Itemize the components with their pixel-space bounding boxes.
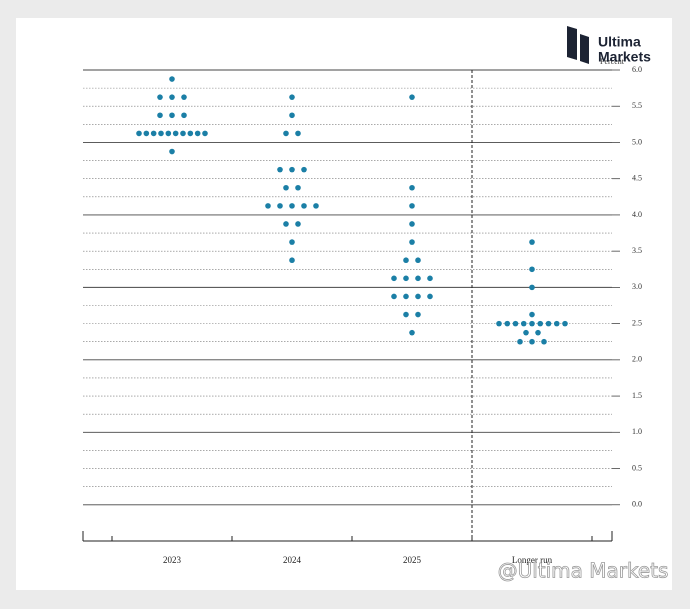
- dot: [529, 284, 535, 291]
- dot: [427, 293, 433, 300]
- dot: [301, 203, 307, 209]
- dot: [504, 320, 511, 327]
- dot: [283, 130, 289, 137]
- x-tick-label: Longer run: [512, 555, 553, 565]
- y-tick-label: 2.0: [632, 355, 642, 364]
- y-tick-label: 3.5: [632, 246, 642, 255]
- dot: [265, 203, 271, 209]
- dot: [169, 94, 175, 100]
- dot: [409, 221, 415, 227]
- x-tick-label: 2024: [283, 555, 302, 565]
- dot: [409, 239, 415, 245]
- dot: [391, 293, 397, 300]
- dot: [172, 130, 179, 137]
- dot: [403, 275, 409, 282]
- y-tick-label: 5.5: [632, 101, 642, 110]
- dot: [553, 320, 560, 327]
- dot: [403, 257, 409, 264]
- dot: [496, 320, 502, 327]
- dot: [520, 320, 527, 327]
- logo-icon: [567, 26, 589, 64]
- dot: [541, 338, 547, 345]
- dot: [157, 112, 163, 119]
- dot: [529, 266, 535, 273]
- dot: [289, 166, 295, 173]
- dot: [289, 257, 295, 264]
- y-tick-label: 1.0: [632, 427, 642, 436]
- logo-text: Markets: [598, 49, 651, 65]
- y-tick-label: 5.0: [632, 137, 642, 146]
- dot: [535, 329, 541, 336]
- dot: [295, 184, 301, 191]
- dot: [283, 221, 289, 227]
- dot: [391, 275, 397, 282]
- dot: [403, 311, 409, 318]
- dot: [289, 112, 295, 119]
- y-axis-label: Percent: [600, 57, 625, 66]
- logo-text: Ultima: [598, 34, 641, 50]
- dot: [537, 320, 544, 327]
- dot: [187, 130, 194, 137]
- dot: [289, 239, 295, 245]
- dot: [169, 148, 175, 155]
- y-tick-label: 6.0: [632, 65, 642, 74]
- dot: [529, 320, 535, 327]
- dot: [157, 94, 163, 100]
- dot: [283, 184, 289, 191]
- dot: [181, 94, 187, 100]
- dot: [143, 130, 150, 137]
- y-tick-label: 1.5: [632, 391, 642, 400]
- dot: [169, 112, 175, 119]
- dot: [562, 320, 568, 327]
- dot: [136, 130, 142, 137]
- dot: [181, 112, 187, 119]
- dot: [295, 221, 301, 227]
- dot: [409, 329, 415, 336]
- dot: [415, 257, 421, 264]
- dot: [415, 275, 421, 282]
- dot: [202, 130, 208, 137]
- dot: [301, 166, 307, 173]
- dot: [158, 130, 164, 137]
- y-tick-label: 0.0: [632, 500, 642, 509]
- dot: [165, 130, 172, 137]
- dot: [517, 338, 523, 345]
- dot: [403, 293, 409, 300]
- dot: [277, 166, 283, 173]
- dot: [295, 130, 301, 137]
- logo: Ultima Markets: [567, 26, 651, 65]
- dot: [169, 76, 175, 82]
- dot: [289, 203, 295, 209]
- dot: [415, 311, 421, 318]
- dot: [180, 130, 186, 137]
- dot: [545, 320, 552, 327]
- y-tick-label: 3.0: [632, 282, 642, 291]
- y-tick-label: 4.5: [632, 174, 642, 183]
- dot: [150, 130, 157, 137]
- dot: [409, 94, 415, 100]
- dot: [523, 329, 529, 336]
- y-tick-label: 4.0: [632, 210, 642, 219]
- y-tick-label: 0.5: [632, 463, 642, 472]
- dot: [427, 275, 433, 282]
- dot: [529, 338, 535, 345]
- dot: [313, 203, 319, 209]
- x-tick-label: 2025: [403, 555, 422, 565]
- watermark: @Ultima Markets: [498, 559, 669, 583]
- dot: [512, 320, 519, 327]
- y-tick-label: 2.5: [632, 318, 642, 327]
- dot: [277, 203, 283, 209]
- dot: [529, 311, 535, 318]
- dot: [409, 203, 415, 209]
- dot: [415, 293, 421, 300]
- dot: [194, 130, 201, 137]
- dot: [289, 94, 295, 100]
- dot: [529, 239, 535, 245]
- dot: [409, 184, 415, 191]
- panel: [16, 18, 672, 590]
- x-tick-label: 2023: [163, 555, 182, 565]
